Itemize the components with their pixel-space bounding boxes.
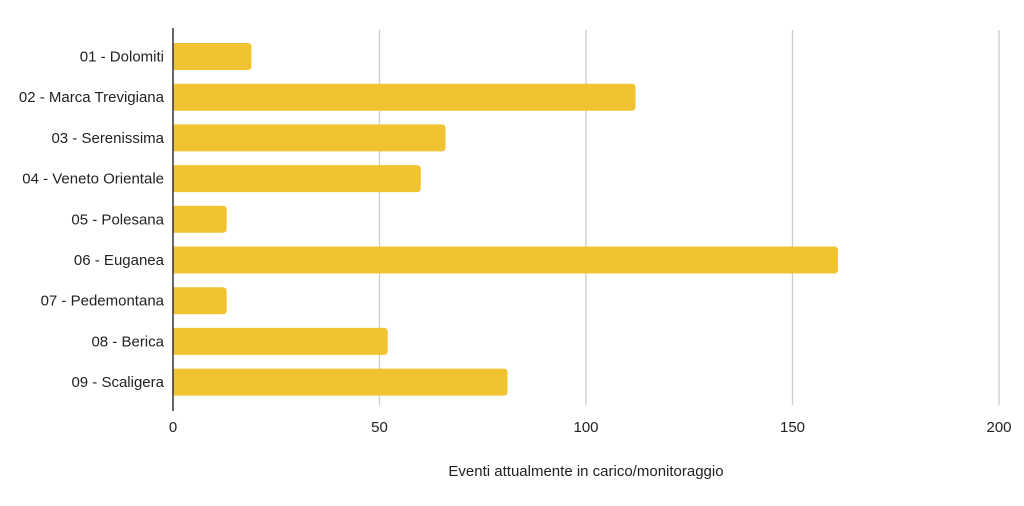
x-tick-label: 150 xyxy=(780,419,805,436)
x-tick-labels: 0 50 100 150 200 xyxy=(169,419,1012,436)
bar xyxy=(173,205,227,233)
category-label: 04 - Veneto Orientale xyxy=(22,171,164,188)
x-tick-label: 200 xyxy=(986,419,1011,436)
bar xyxy=(173,368,508,396)
category-label: 06 - Euganea xyxy=(74,252,165,269)
x-tick-label: 0 xyxy=(169,419,177,436)
bar xyxy=(173,124,446,152)
x-tick-label: 100 xyxy=(573,419,598,436)
x-axis-title: Eventi attualmente in carico/monitoraggi… xyxy=(448,463,723,480)
category-label: 08 - Berica xyxy=(91,333,164,350)
bar xyxy=(173,83,636,111)
bar xyxy=(173,327,388,355)
category-label: 03 - Serenissima xyxy=(51,130,164,147)
category-label: 07 - Pedemontana xyxy=(41,293,165,310)
category-label: 01 - Dolomiti xyxy=(80,49,164,66)
bar xyxy=(173,165,421,193)
x-tick-label: 50 xyxy=(371,419,388,436)
bar xyxy=(173,287,227,315)
category-label: 05 - Polesana xyxy=(71,211,164,228)
bar xyxy=(173,43,252,70)
bar xyxy=(173,246,838,274)
bars xyxy=(173,43,838,396)
category-labels: 01 - Dolomiti 02 - Marca Trevigiana 03 - S… xyxy=(19,49,165,392)
category-label: 09 - Scaligera xyxy=(71,374,164,391)
category-label: 02 - Marca Trevigiana xyxy=(19,89,165,106)
